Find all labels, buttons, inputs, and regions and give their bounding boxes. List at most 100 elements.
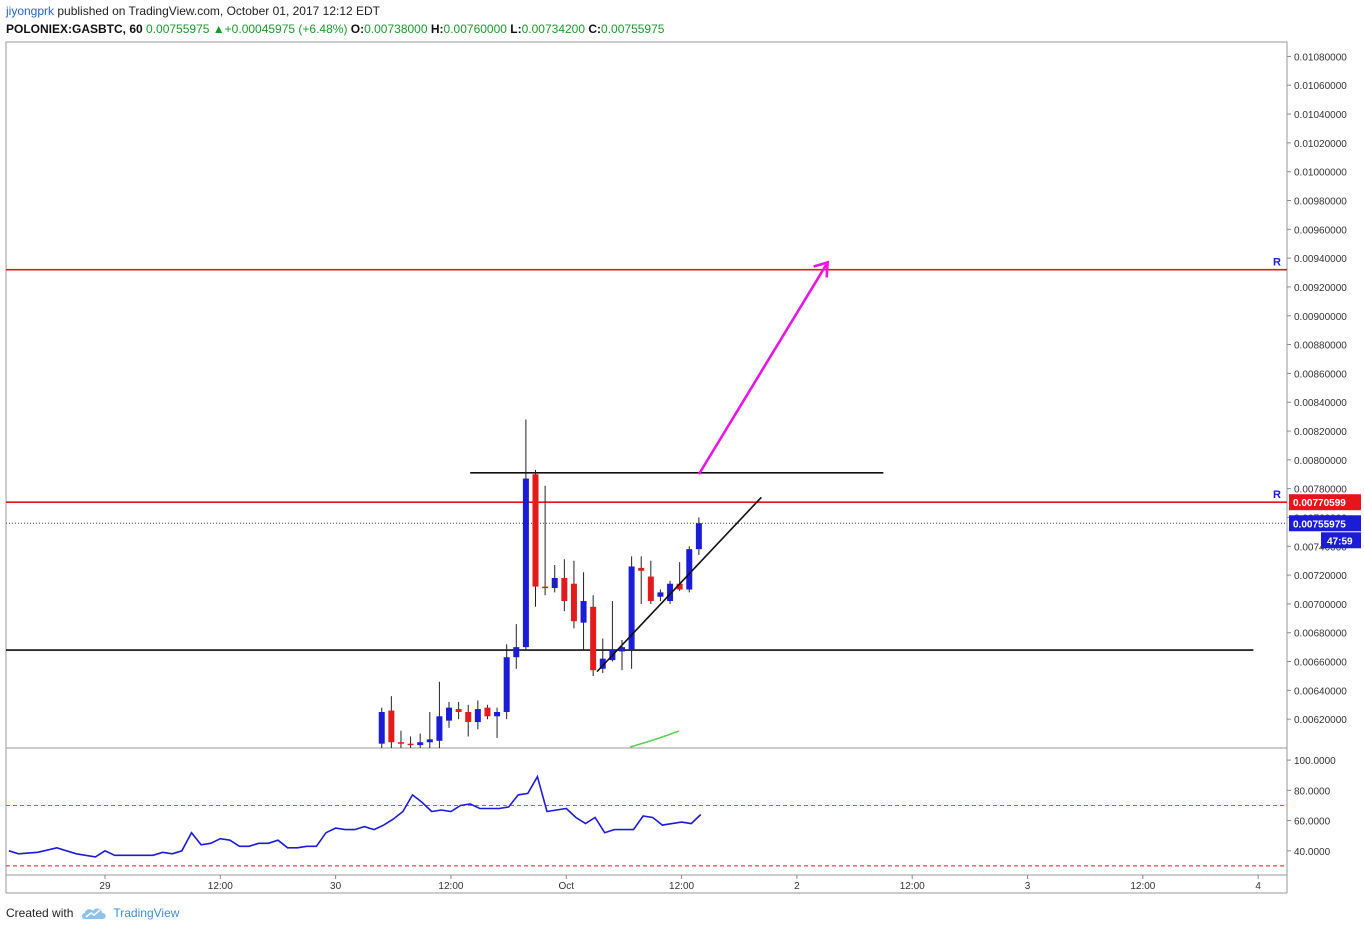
candle-up <box>686 549 693 590</box>
projection-arrow-head <box>813 260 830 278</box>
price-tick-label: 0.00660000 <box>1294 658 1347 669</box>
price-pane-frame <box>5 41 1288 749</box>
candle-down <box>638 567 645 571</box>
candle-up <box>417 742 424 746</box>
price-tick-label: 0.00620000 <box>1294 715 1347 726</box>
candle-down <box>455 709 462 712</box>
candle-up <box>618 647 625 652</box>
time-tick-label: 12:00 <box>438 881 463 892</box>
price-tick-label: 0.01040000 <box>1294 110 1347 121</box>
footer: Created with TradingView <box>6 904 179 922</box>
price-tick-label: 0.00960000 <box>1294 225 1347 236</box>
symbol-label[interactable]: POLONIEX:GASBTC, 60 <box>6 22 143 36</box>
price-tick-label: 0.00680000 <box>1294 629 1347 640</box>
time-tick-label: 12:00 <box>1130 881 1155 892</box>
candle-up <box>426 739 433 743</box>
ohlc-line: POLONIEX:GASBTC, 60 0.00755975 ▲+0.00045… <box>6 21 664 37</box>
low-label: L: <box>510 22 522 36</box>
time-tick-label: 3 <box>1025 881 1031 892</box>
price-tick-label: 0.00940000 <box>1294 254 1347 265</box>
created-with-text: Created with <box>6 906 74 920</box>
resistance-price-tag <box>1289 494 1361 511</box>
high-value: 0.00760000 <box>443 22 507 36</box>
tradingview-cloud-icon <box>82 908 107 919</box>
rsi-tick-label: 60.0000 <box>1294 817 1331 828</box>
close-label: C: <box>588 22 602 36</box>
time-tick-label: 2 <box>794 881 800 892</box>
candle-up <box>551 577 558 589</box>
moving-average-line <box>629 730 680 748</box>
low-value: 0.00734200 <box>521 22 586 36</box>
price-pane <box>6 260 1287 748</box>
open-value: 0.00738000 <box>364 22 428 36</box>
time-tick-label: 12:00 <box>669 881 694 892</box>
price-tick-label: 0.01080000 <box>1294 52 1347 63</box>
price-tick-label: 0.00880000 <box>1294 341 1347 352</box>
open-label: O: <box>350 22 365 36</box>
price-change: +0.00045975 (+6.48%) <box>224 22 348 36</box>
candle-up <box>513 647 520 658</box>
candle-up <box>494 711 501 717</box>
candle-down <box>484 707 491 717</box>
time-tick-label: 12:00 <box>900 881 925 892</box>
price-tick-label: 0.00640000 <box>1294 686 1347 697</box>
rsi-tick-label: 100.0000 <box>1294 756 1336 767</box>
last-price: 0.00755975 <box>146 22 210 36</box>
high-label: H: <box>430 22 444 36</box>
price-tick-label: 0.00820000 <box>1294 427 1347 438</box>
candle-down <box>590 606 597 671</box>
price-tick-label: 0.01060000 <box>1294 81 1347 92</box>
candle-up <box>628 566 635 651</box>
countdown-tag-text: 47:59 <box>1327 536 1353 547</box>
candle-up <box>503 657 510 712</box>
candle-up <box>446 707 453 721</box>
candle-down <box>542 586 549 589</box>
resistance-label: R <box>1273 257 1281 269</box>
price-tick-label: 0.00980000 <box>1294 196 1347 207</box>
candle-up <box>522 478 529 648</box>
rsi-line <box>8 774 702 858</box>
countdown-tag <box>1321 532 1361 549</box>
candle-down <box>676 583 683 590</box>
candle-down <box>407 743 414 746</box>
price-tick-label: 0.00720000 <box>1294 571 1347 582</box>
resistance-price-tag-text: 0.00770599 <box>1293 498 1346 509</box>
price-tick-label: 0.01020000 <box>1294 139 1347 150</box>
time-tick-label: 30 <box>330 881 342 892</box>
price-tick-label: 0.00740000 <box>1294 542 1347 553</box>
publish-header: jiyongprk published on TradingView.com, … <box>6 3 380 19</box>
current-price-tag <box>1289 515 1361 532</box>
candle-down <box>397 742 404 744</box>
candle-down <box>561 577 568 602</box>
candle-up <box>378 711 385 744</box>
close-value: 0.00755975 <box>601 22 665 36</box>
projection-arrow <box>697 261 829 475</box>
candle-up <box>599 658 606 669</box>
tradingview-brand[interactable]: TradingView <box>113 906 180 920</box>
up-triangle-icon: ▲ <box>212 22 225 36</box>
price-tick-label: 0.00800000 <box>1294 456 1347 467</box>
rsi-tick-label: 40.0000 <box>1294 847 1331 858</box>
candle-down <box>570 583 577 622</box>
price-tick-label: 0.00840000 <box>1294 398 1347 409</box>
candle-down <box>388 710 395 743</box>
time-tick-label: 12:00 <box>208 881 233 892</box>
time-tick-label: 4 <box>1255 881 1261 892</box>
candle-down <box>647 576 654 602</box>
candle-up <box>657 592 664 597</box>
price-tick-label: 0.00780000 <box>1294 485 1347 496</box>
price-tick-label: 0.00860000 <box>1294 369 1347 380</box>
candle-up <box>436 716 443 741</box>
candle-up <box>580 601 587 623</box>
resistance-label: R <box>1273 489 1281 501</box>
candle-up <box>474 709 481 723</box>
rsi-tick-label: 80.0000 <box>1294 786 1331 797</box>
price-tick-label: 0.00900000 <box>1294 312 1347 323</box>
price-tick-label: 0.00920000 <box>1294 283 1347 294</box>
candle-down <box>532 474 539 587</box>
time-tick-label: 29 <box>99 881 111 892</box>
rsi-pane <box>6 774 1287 867</box>
price-tick-label: 0.01000000 <box>1294 168 1347 179</box>
author-link[interactable]: jiyongprk <box>6 4 55 18</box>
